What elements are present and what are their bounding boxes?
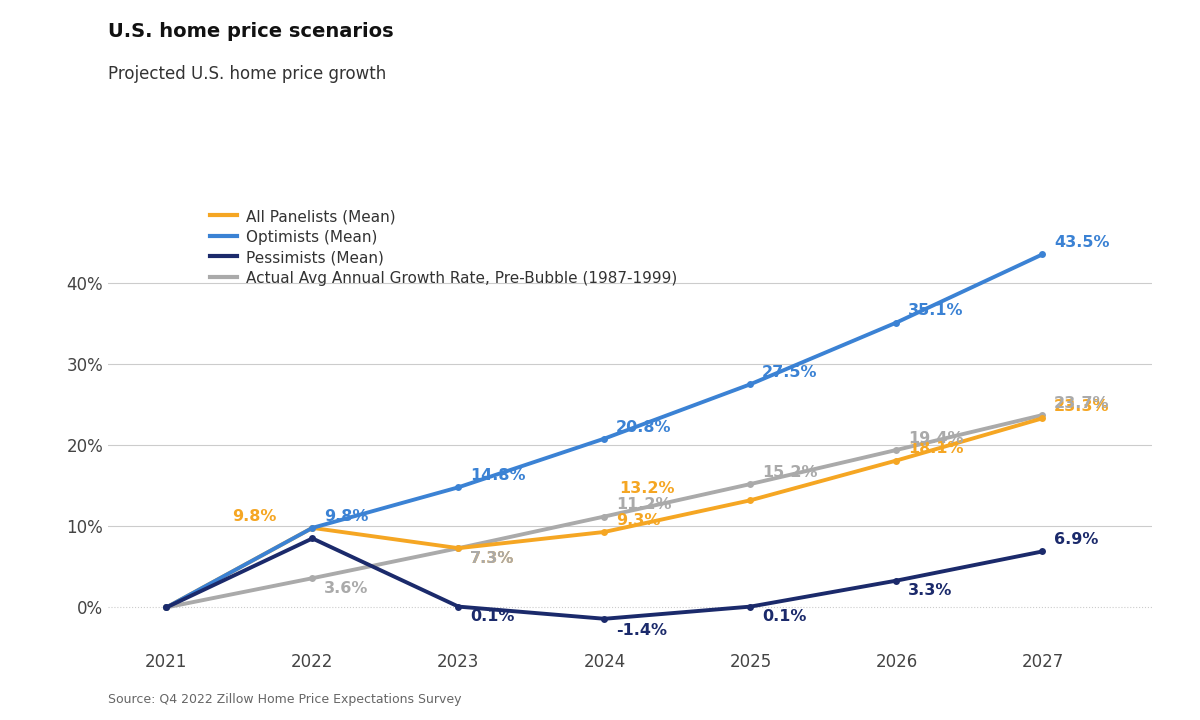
Text: 43.5%: 43.5% [1054, 235, 1110, 251]
Text: 9.8%: 9.8% [232, 509, 276, 524]
Text: 18.1%: 18.1% [908, 441, 964, 456]
Text: 14.8%: 14.8% [470, 468, 526, 483]
Text: -1.4%: -1.4% [616, 624, 667, 638]
Legend: All Panelists (Mean), Optimists (Mean), Pessimists (Mean), Actual Avg Annual Gro: All Panelists (Mean), Optimists (Mean), … [210, 210, 678, 286]
Text: 19.4%: 19.4% [908, 431, 964, 446]
Text: 11.2%: 11.2% [616, 498, 672, 513]
Text: 35.1%: 35.1% [908, 303, 964, 318]
Text: 3.6%: 3.6% [324, 581, 368, 596]
Text: 3.3%: 3.3% [908, 583, 953, 598]
Text: Projected U.S. home price growth: Projected U.S. home price growth [108, 65, 386, 83]
Text: 0.1%: 0.1% [762, 609, 806, 624]
Text: 27.5%: 27.5% [762, 365, 817, 380]
Text: 7.3%: 7.3% [470, 551, 515, 566]
Text: 7.3%: 7.3% [470, 551, 515, 566]
Text: 9.3%: 9.3% [616, 513, 660, 528]
Text: Source: Q4 2022 Zillow Home Price Expectations Survey: Source: Q4 2022 Zillow Home Price Expect… [108, 693, 462, 706]
Text: 0.1%: 0.1% [470, 609, 515, 624]
Text: 13.2%: 13.2% [619, 481, 674, 496]
Text: 23.7%: 23.7% [1054, 396, 1110, 411]
Text: 15.2%: 15.2% [762, 465, 817, 480]
Text: 20.8%: 20.8% [616, 420, 672, 435]
Text: 9.8%: 9.8% [324, 509, 368, 524]
Text: 23.3%: 23.3% [1054, 400, 1110, 414]
Text: 6.9%: 6.9% [1054, 532, 1098, 547]
Text: U.S. home price scenarios: U.S. home price scenarios [108, 22, 394, 40]
